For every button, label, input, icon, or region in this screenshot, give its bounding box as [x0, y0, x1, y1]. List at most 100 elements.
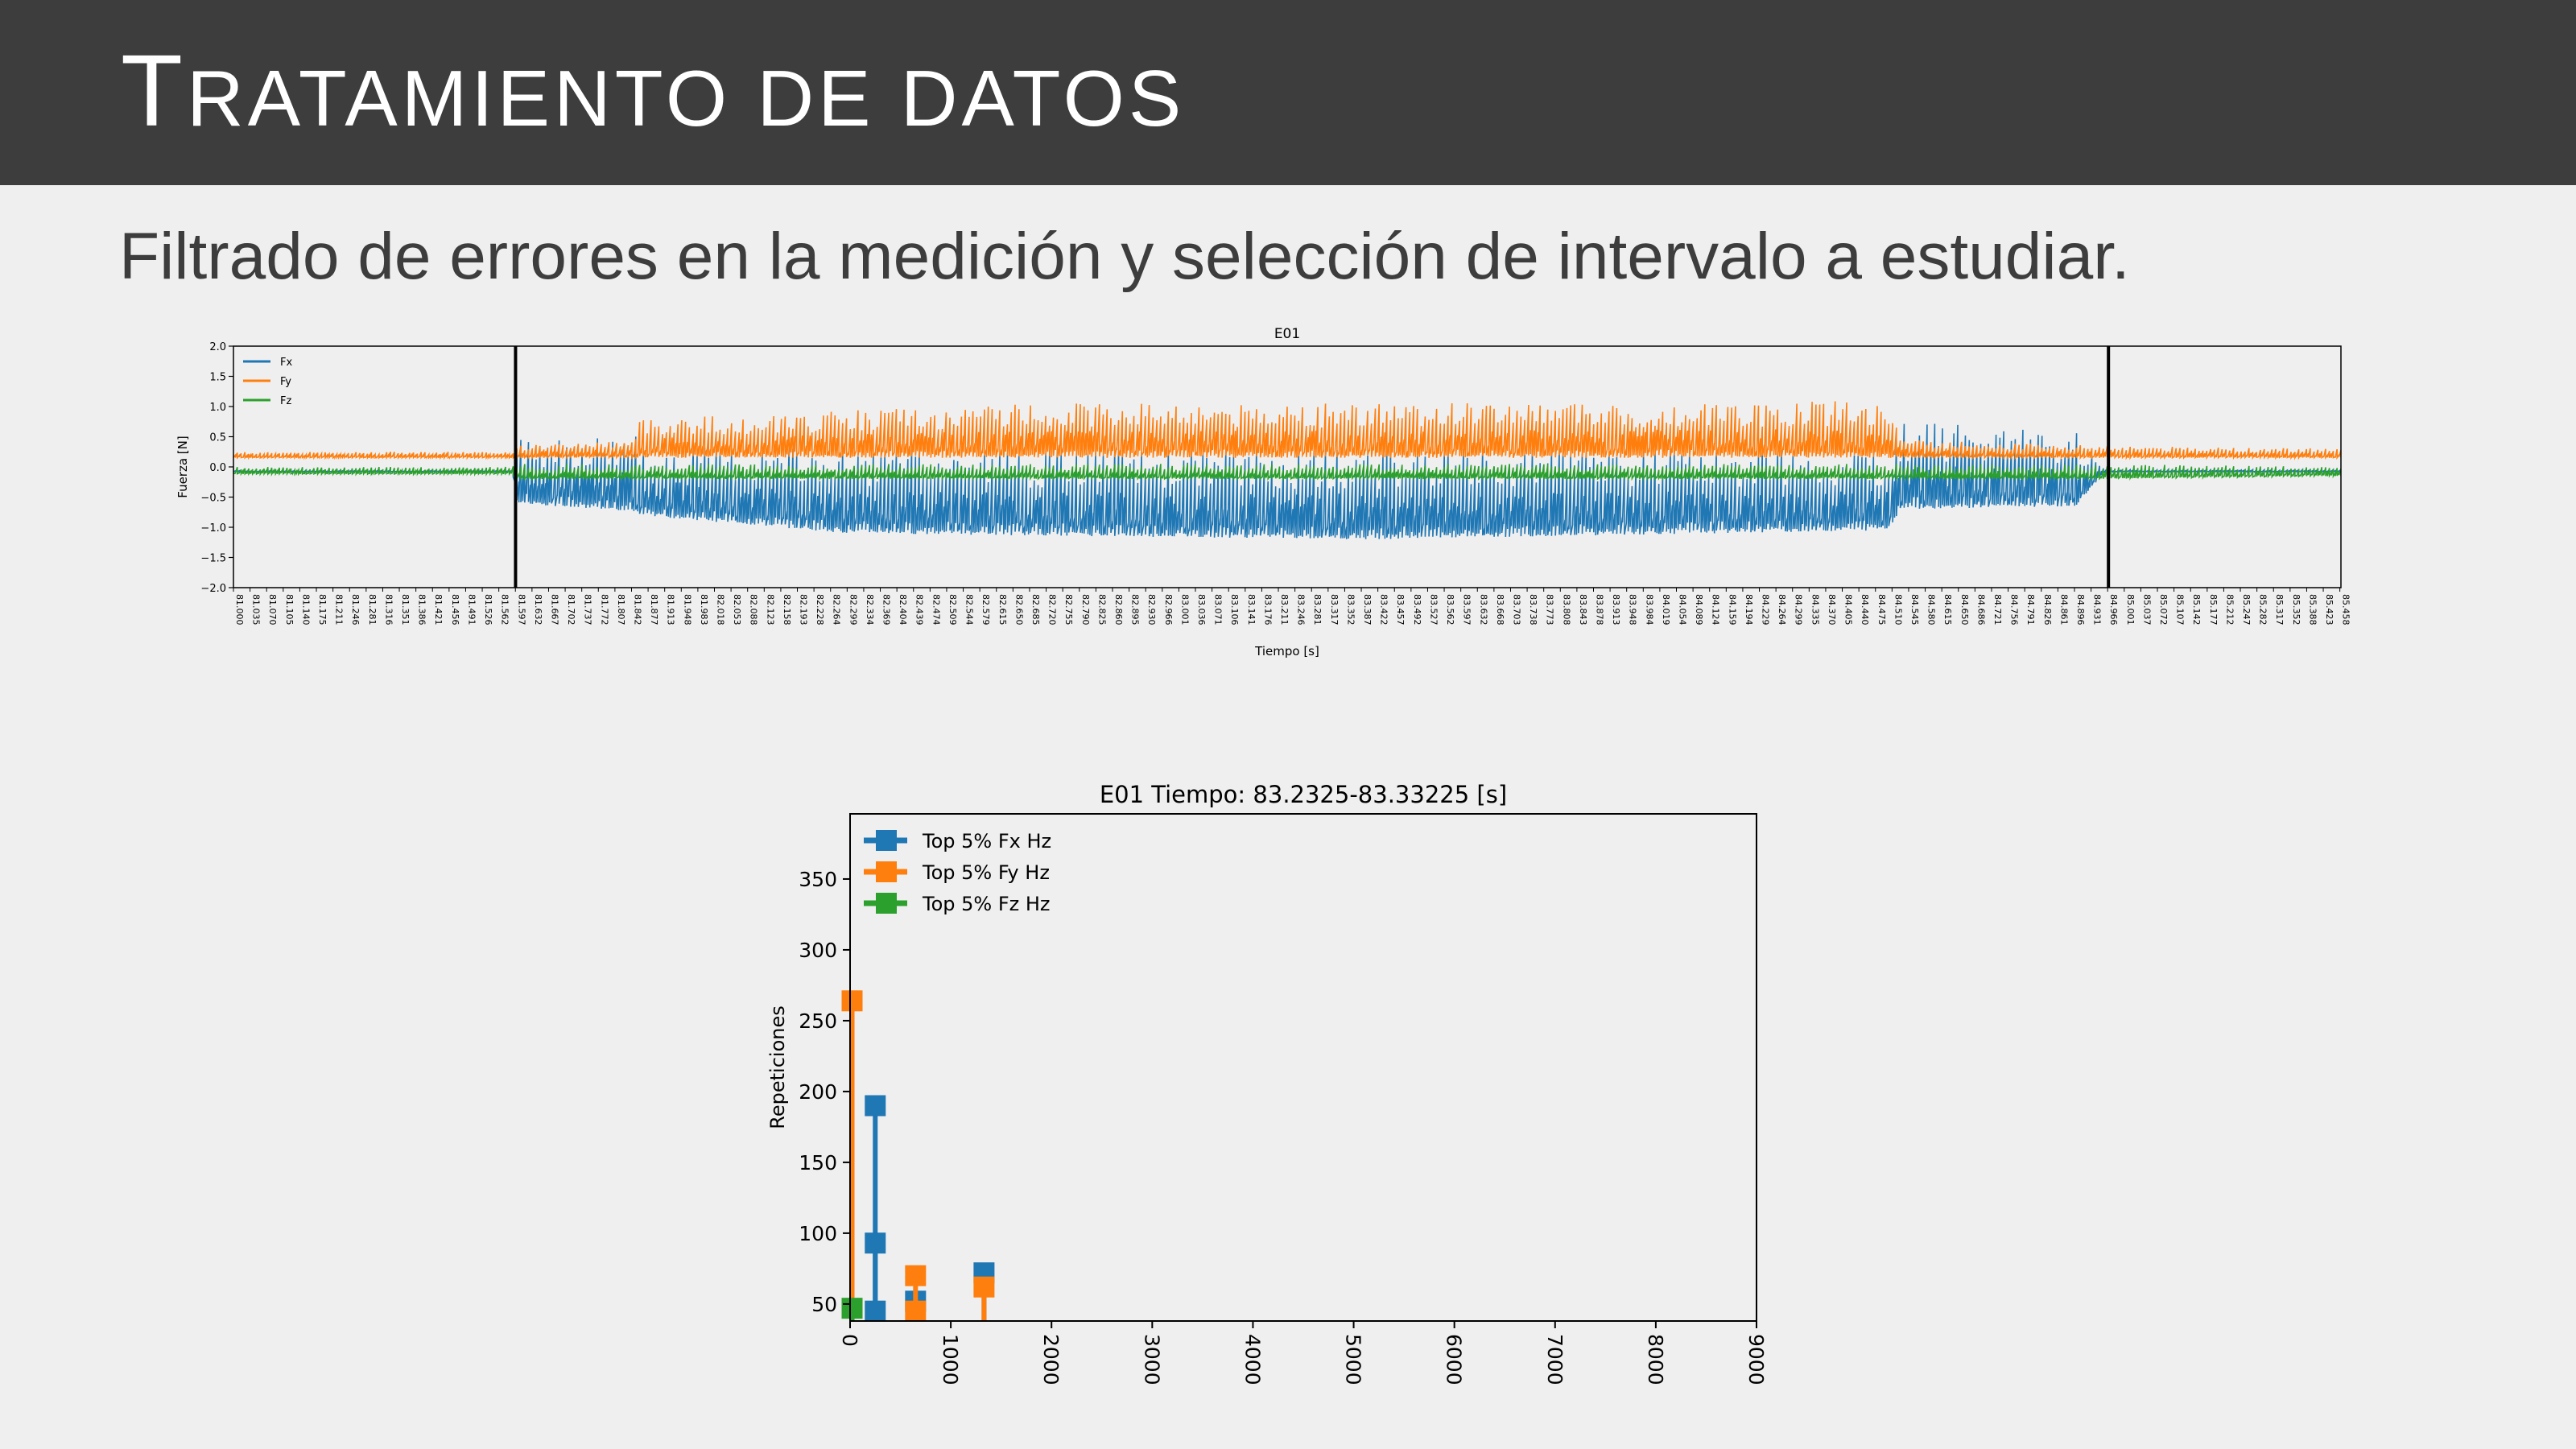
- x-tick-label: 84.194: [1744, 594, 1754, 625]
- x-tick-label: 84.721: [1992, 594, 2003, 625]
- x-tick-label: 83.632: [1478, 594, 1488, 625]
- x-tick-label: 81.948: [682, 594, 692, 625]
- x-tick-label: 81.316: [383, 594, 394, 625]
- x-tick-label: 81.772: [599, 594, 609, 625]
- x-tick-label: 81.983: [699, 594, 709, 625]
- slide-title: TRATAMIENTO DE DATOS: [121, 32, 1185, 149]
- x-tick-label: 85.037: [2141, 594, 2152, 625]
- x-tick-label: 1000: [939, 1334, 962, 1385]
- x-tick-label: 82.053: [732, 594, 742, 625]
- x-tick-label: 83.808: [1561, 594, 1571, 625]
- x-tick-label: 84.405: [1843, 594, 1854, 625]
- x-tick-label: 83.913: [1611, 594, 1621, 625]
- x-tick-label: 84.896: [2075, 594, 2086, 625]
- x-tick-label: 84.440: [1860, 594, 1870, 625]
- slide-subtitle: Filtrado de errores en la medición y sel…: [119, 220, 2130, 293]
- slide-title-rest: RATAMIENTO DE DATOS: [186, 54, 1186, 142]
- x-tick-label: 82.088: [749, 594, 759, 625]
- plot-area: [850, 814, 1757, 1321]
- x-tick-label: 6000: [1443, 1334, 1466, 1385]
- x-tick-label: 82.825: [1096, 594, 1107, 625]
- x-tick-label: 82.193: [799, 594, 809, 625]
- x-tick-label: 84.229: [1761, 594, 1771, 625]
- x-tick-label: 84.545: [1909, 594, 1920, 625]
- x-tick-label: 82.439: [914, 594, 925, 625]
- x-tick-label: 83.001: [1179, 594, 1190, 625]
- x-tick-label: 82.123: [765, 594, 775, 625]
- x-tick-label: 5000: [1342, 1334, 1365, 1385]
- x-tick-label: 82.474: [931, 594, 941, 625]
- x-tick-label: 83.211: [1279, 594, 1290, 625]
- x-tick-label: 83.422: [1379, 594, 1389, 625]
- bar-marker: [865, 1300, 886, 1322]
- x-tick-label: 81.737: [583, 594, 593, 625]
- x-tick-label: 2000: [1039, 1334, 1063, 1385]
- chart-title: E01 Tiempo: 83.2325-83.33225 [s]: [1100, 781, 1507, 808]
- series-line-fy: [233, 401, 2341, 460]
- slide-header: [0, 0, 2576, 185]
- x-tick-label: 84.650: [1959, 594, 1970, 625]
- legend-label: Top 5% Fz Hz: [922, 893, 1051, 915]
- x-tick-label: 81.456: [450, 594, 460, 625]
- x-tick-label: 84.475: [1876, 594, 1887, 625]
- x-tick-label: 85.282: [2258, 594, 2268, 625]
- x-tick-label: 83.527: [1428, 594, 1439, 625]
- x-tick-label: 81.140: [300, 594, 311, 625]
- x-tick-label: 8000: [1644, 1334, 1667, 1385]
- legend-label: Top 5% Fy Hz: [922, 861, 1050, 884]
- x-tick-label: 83.317: [1329, 594, 1340, 625]
- x-tick-label: 81.562: [500, 594, 510, 625]
- y-tick-label: −2.0: [200, 583, 226, 595]
- bar-marker: [865, 1232, 886, 1254]
- x-tick-label: 82.404: [898, 594, 908, 625]
- legend-label-fx: Fx: [280, 357, 292, 369]
- y-tick-label: 0.5: [209, 432, 226, 444]
- x-tick-label: 82.966: [1163, 594, 1174, 625]
- x-tick-label: 82.860: [1113, 594, 1124, 625]
- y-axis-label: Repeticiones: [766, 1005, 789, 1129]
- x-tick-label: 0: [838, 1334, 861, 1347]
- x-tick-label: 81.667: [549, 594, 559, 625]
- y-tick-label: 1.0: [209, 402, 226, 414]
- bar-marker: [973, 1276, 995, 1298]
- x-tick-label: 83.036: [1196, 594, 1207, 625]
- y-axis-label: Fuerza [N]: [175, 436, 190, 497]
- x-tick-label: 83.141: [1246, 594, 1257, 625]
- x-tick-label: 84.335: [1810, 594, 1820, 625]
- x-tick-label: 84.580: [1926, 594, 1937, 625]
- x-tick-label: 81.491: [466, 594, 477, 625]
- y-tick-label: 1.5: [209, 372, 226, 384]
- x-tick-label: 4000: [1241, 1334, 1264, 1385]
- x-tick-label: 82.158: [782, 594, 792, 625]
- x-tick-label: 85.388: [2307, 594, 2318, 625]
- x-tick-label: 82.228: [815, 594, 825, 625]
- x-tick-label: 83.843: [1578, 594, 1588, 625]
- x-tick-label: 82.579: [980, 594, 991, 625]
- x-tick-label: 81.877: [649, 594, 659, 625]
- x-tick-label: 82.790: [1080, 594, 1091, 625]
- bar-marker: [905, 1300, 927, 1322]
- bar-marker: [841, 990, 863, 1012]
- x-tick-label: 85.072: [2158, 594, 2169, 625]
- x-tick-label: 81.000: [234, 594, 245, 625]
- y-tick-label: 150: [799, 1151, 837, 1174]
- x-tick-label: 83.597: [1462, 594, 1472, 625]
- x-tick-label: 82.299: [848, 594, 858, 625]
- x-tick-label: 85.352: [2291, 594, 2301, 625]
- x-tick-label: 81.597: [516, 594, 526, 625]
- y-tick-label: 200: [799, 1080, 837, 1104]
- x-tick-label: 84.370: [1827, 594, 1837, 625]
- x-tick-label: 81.807: [616, 594, 626, 625]
- x-tick-label: 82.264: [832, 594, 842, 625]
- x-tick-label: 82.369: [881, 594, 892, 625]
- x-tick-label: 82.615: [997, 594, 1008, 625]
- x-tick-label: 84.019: [1661, 594, 1671, 625]
- x-tick-label: 81.702: [566, 594, 576, 625]
- x-tick-label: 83.492: [1412, 594, 1422, 625]
- x-tick-label: 81.386: [417, 594, 427, 625]
- x-tick-label: 83.352: [1345, 594, 1356, 625]
- x-tick-label: 81.246: [350, 594, 361, 625]
- x-tick-label: 82.755: [1063, 594, 1074, 625]
- x-tick-label: 84.615: [1942, 594, 1953, 625]
- y-tick-label: −1.5: [200, 553, 226, 565]
